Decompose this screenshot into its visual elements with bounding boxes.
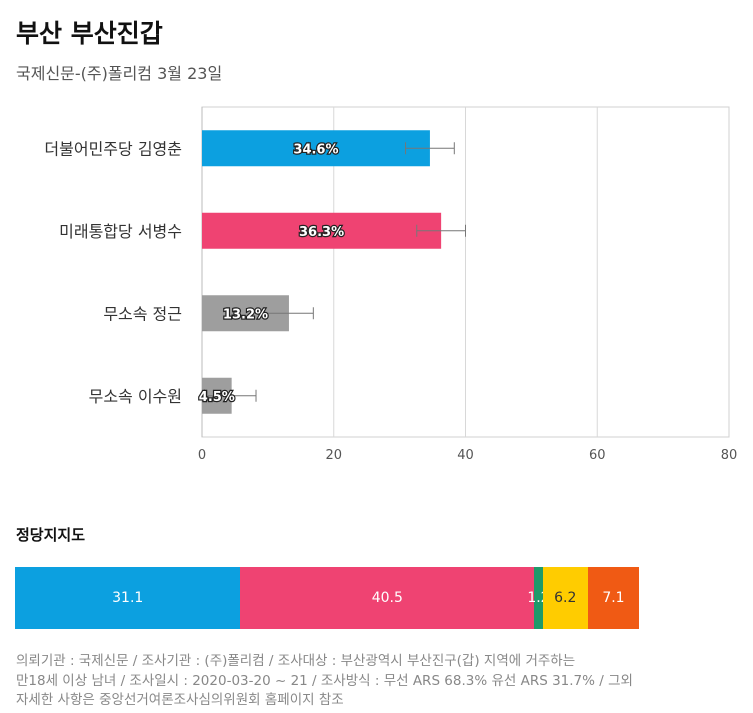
x-tick-label: 60 [589,448,606,463]
category-label: 더불어민주당 김영춘 [44,139,182,158]
page-subtitle: 국제신문-(주)폴리컴 3월 23일 [16,64,223,83]
party-segment: 31.1 [15,567,241,629]
party-support-bar: 31.1 40.5 1.2 6.2 7.1 [15,567,740,629]
footer-line: 만18세 이상 남녀 / 조사일시 : 2020-03-20 ~ 21 / 조사… [16,672,633,689]
x-tick-label: 80 [721,448,738,463]
x-tick-label: 40 [457,448,474,463]
bar [202,130,430,167]
party-segment: 6.2 [542,567,588,629]
party-segment [639,567,740,629]
page-title: 부산 부산진갑 [16,19,163,48]
category-label: 무소속 정근 [103,304,182,323]
category-label: 무소속 이수원 [89,387,182,406]
x-tick-label: 0 [198,448,206,463]
candidate-bar-chart: 0 20 40 60 80 더불어민주당 김영춘 34.6% 미래통합당 서병수 36.3% 무소… [44,106,738,463]
bar [202,212,442,249]
x-tick-label: 20 [325,448,342,463]
party-segment: 7.1 [587,567,640,629]
footer-line: 의뢰기관 : 국제신문 / 조사기관 : (주)폴리컴 / 조사대상 : 부산광… [16,653,576,669]
value-label: 34.6% [293,142,338,157]
value-label: 4.5% [199,390,235,405]
footer-line: 자세한 사항은 중앙선거여론조사심의위원회 홈페이지 참조 [16,692,344,708]
party-segment: 40.5 [240,567,535,629]
value-label: 36.3% [299,225,344,240]
party-support-title: 정당지지도 [16,526,86,544]
category-label: 미래통합당 서병수 [59,222,182,241]
party-segment: 1.2 [527,567,550,629]
footer-note: 의뢰기관 : 국제신문 / 조사기관 : (주)폴리컴 / 조사대상 : 부산광… [16,652,633,711]
value-label: 13.2% [223,307,268,322]
